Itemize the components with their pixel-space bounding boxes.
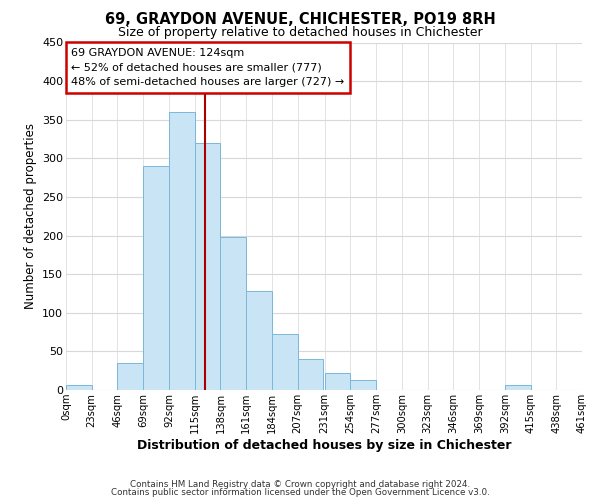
Bar: [246, 291, 272, 390]
Text: 69 GRAYDON AVENUE: 124sqm
← 52% of detached houses are smaller (777)
48% of semi: 69 GRAYDON AVENUE: 124sqm ← 52% of detac…: [71, 48, 344, 88]
Text: Contains HM Land Registry data © Crown copyright and database right 2024.: Contains HM Land Registry data © Crown c…: [130, 480, 470, 489]
Bar: [143, 166, 169, 390]
Bar: [118, 363, 143, 390]
Bar: [220, 237, 246, 390]
Bar: [325, 373, 350, 390]
Bar: [66, 386, 92, 390]
Text: Size of property relative to detached houses in Chichester: Size of property relative to detached ho…: [118, 26, 482, 39]
Bar: [272, 334, 298, 390]
Y-axis label: Number of detached properties: Number of detached properties: [23, 123, 37, 309]
Bar: [169, 112, 195, 390]
X-axis label: Distribution of detached houses by size in Chichester: Distribution of detached houses by size …: [137, 438, 511, 452]
Bar: [505, 386, 530, 390]
Bar: [298, 359, 323, 390]
Bar: [350, 380, 376, 390]
Text: Contains public sector information licensed under the Open Government Licence v3: Contains public sector information licen…: [110, 488, 490, 497]
Text: 69, GRAYDON AVENUE, CHICHESTER, PO19 8RH: 69, GRAYDON AVENUE, CHICHESTER, PO19 8RH: [104, 12, 496, 28]
Bar: [195, 143, 220, 390]
